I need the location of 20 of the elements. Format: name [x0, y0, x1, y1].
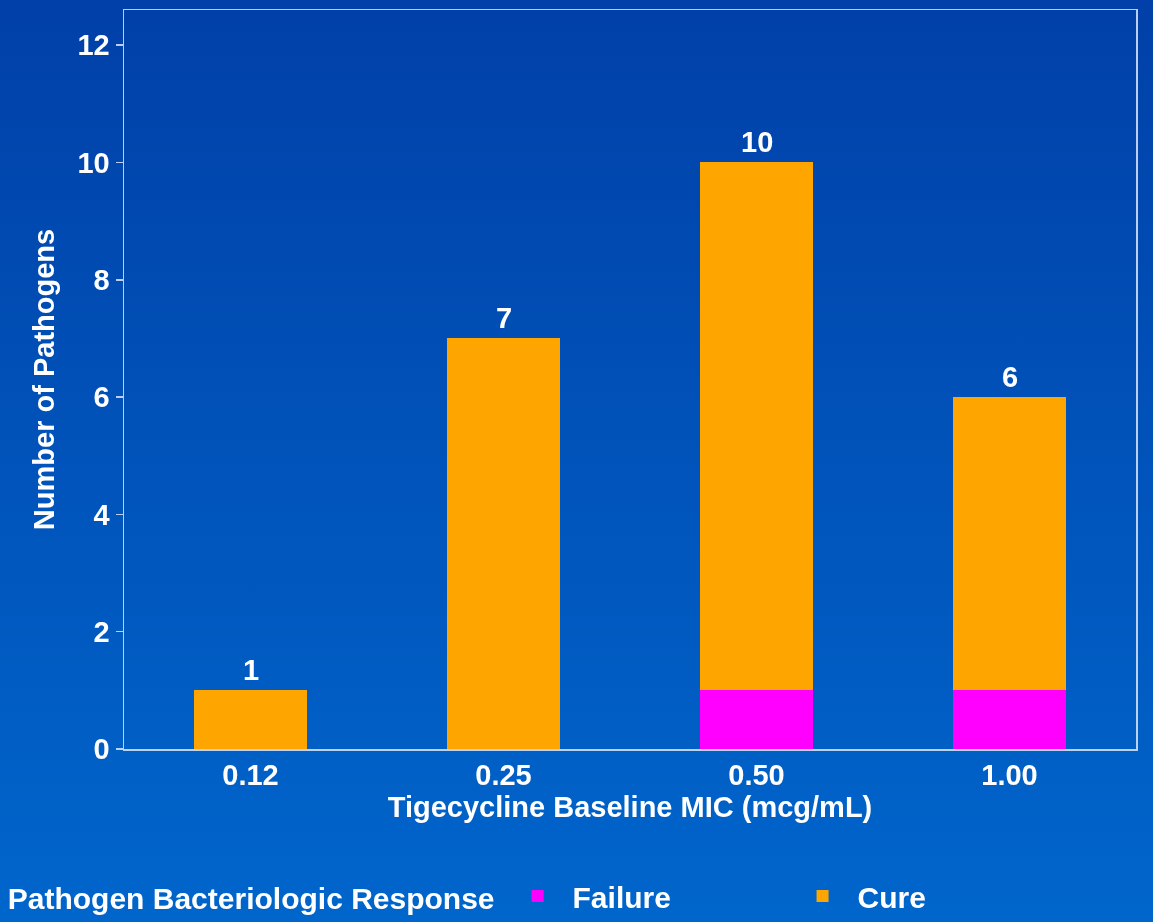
legend-label: Cure — [857, 880, 926, 914]
total-label: 7 — [496, 302, 513, 334]
y-tick-label: 2 — [93, 615, 110, 648]
y-tick-label: 4 — [93, 498, 110, 531]
y-axis-title: Number of Pathogens — [28, 228, 61, 531]
total-label: 1 — [243, 654, 260, 686]
y-tick-label: 0 — [93, 733, 110, 766]
total-label: 6 — [1002, 361, 1019, 393]
x-tick-label: 0.25 — [475, 759, 532, 792]
y-tick-label: 6 — [93, 381, 110, 414]
legend-title: Pathogen Bacteriologic Response — [7, 882, 495, 915]
x-tick-label: 1.00 — [981, 759, 1038, 792]
x-tick-label: 0.12 — [222, 759, 279, 792]
y-tick-label: 12 — [77, 29, 110, 62]
y-tick-label: 10 — [77, 146, 110, 179]
legend-label: Failure — [572, 880, 671, 914]
x-axis-title: Tigecycline Baseline MIC (mcg/mL) — [387, 791, 873, 824]
total-label: 10 — [741, 126, 774, 158]
x-tick-label: 0.50 — [728, 759, 785, 792]
y-tick-label: 8 — [93, 263, 110, 296]
